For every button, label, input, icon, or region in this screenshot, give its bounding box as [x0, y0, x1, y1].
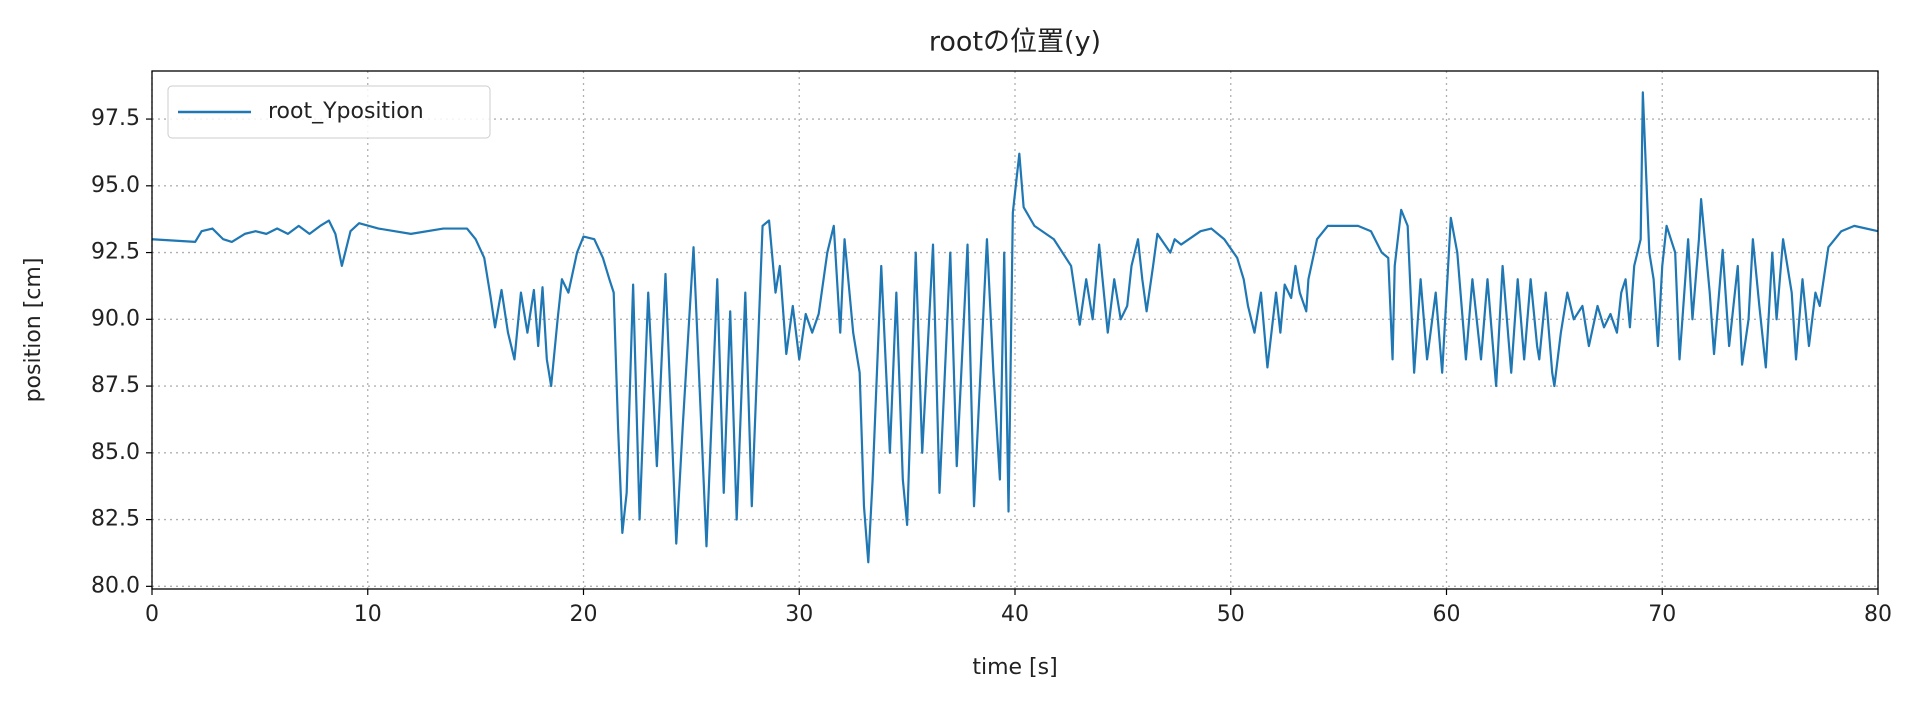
x-axis-label: time [s] — [972, 655, 1057, 680]
y-tick-label: 87.5 — [91, 373, 140, 398]
x-tick-label: 70 — [1648, 602, 1676, 627]
x-tick-label: 10 — [354, 602, 382, 627]
y-axis-label: position [cm] — [21, 258, 46, 403]
legend: root_Yposition — [167, 85, 491, 139]
y-tick-label: 92.5 — [91, 240, 140, 265]
x-tick-label: 50 — [1217, 602, 1245, 627]
y-tick-label: 82.5 — [91, 507, 140, 532]
x-tick-label: 40 — [1001, 602, 1029, 627]
x-tick-label: 80 — [1864, 602, 1892, 627]
y-tick-label: 97.5 — [91, 106, 140, 131]
data-line — [151, 91, 1879, 564]
y-tick-label: 85.0 — [91, 440, 140, 465]
y-tick-label: 90.0 — [91, 306, 140, 331]
legend-label: root_Yposition — [268, 99, 424, 124]
x-tick-label: 30 — [785, 602, 813, 627]
y-tick-label: 95.0 — [91, 173, 140, 198]
grid — [151, 71, 1879, 589]
x-tick-label: 20 — [570, 602, 598, 627]
x-tick-label: 0 — [145, 602, 159, 627]
plot-area — [151, 91, 1879, 564]
legend-box — [167, 85, 491, 139]
x-tick-label: 60 — [1433, 602, 1461, 627]
y-tick-label: 80.0 — [91, 573, 140, 598]
chart-title: rootの位置(y) — [929, 27, 1101, 58]
